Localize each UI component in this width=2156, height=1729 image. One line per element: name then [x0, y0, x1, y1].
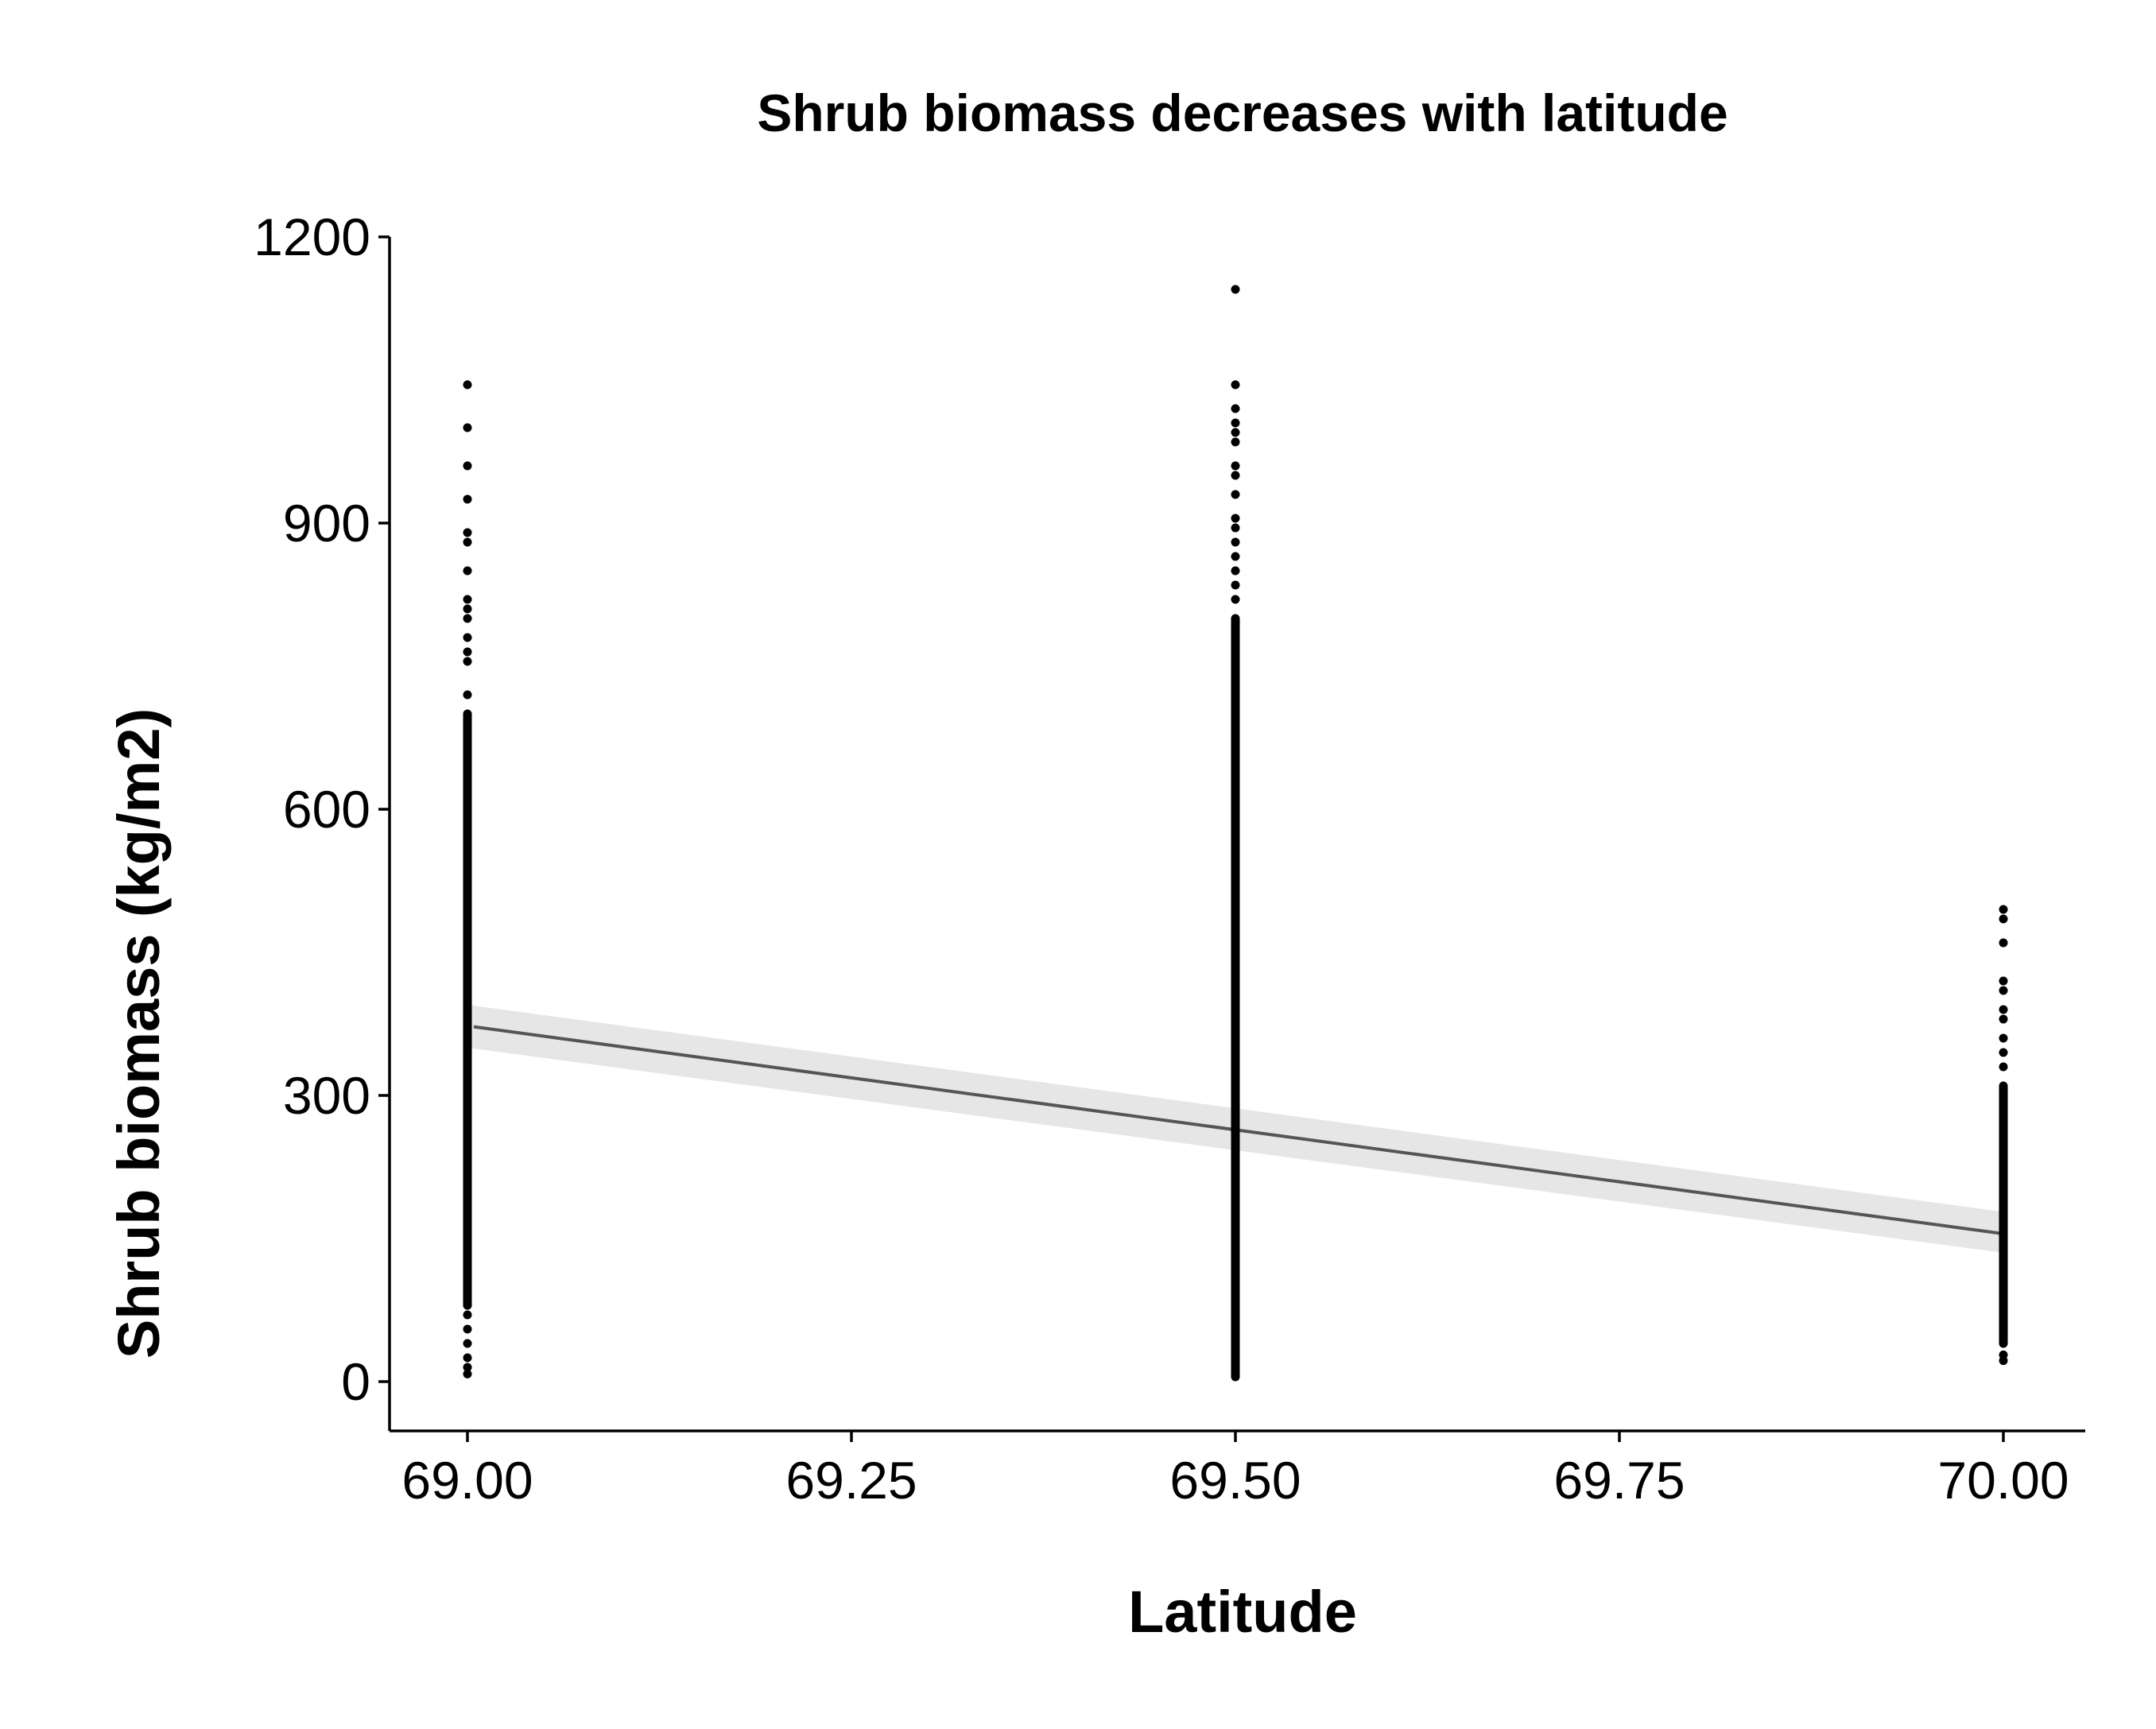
y-tick-label: 900	[283, 494, 370, 552]
data-point	[463, 647, 472, 657]
y-tick-label: 1200	[254, 207, 370, 266]
x-axis-title: Latitude	[1128, 1579, 1357, 1645]
data-point	[1999, 1048, 2008, 1057]
data-point	[1999, 905, 2008, 914]
data-point	[1999, 914, 2008, 924]
data-point	[463, 1310, 472, 1320]
data-point	[1231, 580, 1240, 590]
data-point	[463, 604, 472, 614]
data-point	[1999, 1005, 2008, 1014]
data-point	[1231, 490, 1240, 499]
data-point	[463, 1353, 472, 1363]
data-point	[1231, 428, 1240, 437]
data-point	[463, 595, 472, 604]
data-point	[1999, 1033, 2008, 1043]
data-point	[1231, 380, 1240, 390]
chart-title: Shrub biomass decreases with latitude	[757, 83, 1728, 142]
data-point	[463, 494, 472, 504]
x-tick-label: 70.00	[1937, 1451, 2069, 1510]
data-point	[1231, 404, 1240, 413]
y-tick-label: 300	[283, 1066, 370, 1125]
y-tick-label: 0	[341, 1352, 370, 1411]
data-point	[1231, 285, 1240, 294]
y-tick-label: 600	[283, 780, 370, 839]
y-axis-title: Shrub biomass (kg/m2)	[106, 708, 172, 1359]
data-point	[1231, 461, 1240, 471]
x-tick-label: 69.50	[1169, 1451, 1301, 1510]
data-point	[1231, 537, 1240, 547]
data-point	[1231, 514, 1240, 523]
data-point	[1231, 418, 1240, 428]
x-tick-label: 69.00	[401, 1451, 533, 1510]
data-point	[463, 657, 472, 666]
data-point	[1231, 523, 1240, 533]
data-point	[463, 423, 472, 432]
data-point	[463, 461, 472, 471]
data-point	[463, 380, 472, 390]
data-point	[1999, 986, 2008, 995]
data-point	[1231, 437, 1240, 447]
data-point	[463, 1369, 472, 1378]
data-point	[1231, 595, 1240, 604]
x-tick-label: 69.25	[785, 1451, 917, 1510]
data-point	[1999, 1350, 2008, 1359]
data-point	[463, 537, 472, 547]
data-point	[463, 1339, 472, 1348]
data-point	[463, 690, 472, 700]
x-tick-label: 69.75	[1553, 1451, 1685, 1510]
data-point	[463, 1301, 472, 1310]
data-point	[1231, 566, 1240, 576]
data-point	[463, 633, 472, 642]
data-point	[463, 528, 472, 537]
data-point	[1999, 938, 2008, 948]
data-point	[463, 614, 472, 623]
data-point	[463, 1324, 472, 1334]
axes-layer: 0 300 600 900 1200 69.00 69.25 69.50 69.75 70.00	[254, 207, 2085, 1510]
data-point	[1231, 552, 1240, 561]
data-point	[1231, 471, 1240, 480]
data-point	[463, 566, 472, 576]
data-point	[463, 1363, 472, 1372]
data-points-layer	[463, 285, 2008, 1382]
data-point	[1999, 1062, 2008, 1072]
data-point	[1999, 1014, 2008, 1024]
data-point	[1999, 976, 2008, 986]
